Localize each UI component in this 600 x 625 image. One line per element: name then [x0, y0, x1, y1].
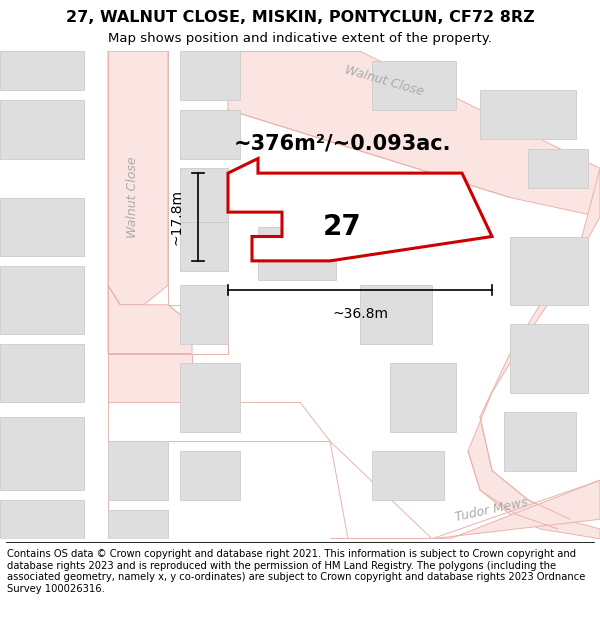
Polygon shape	[180, 110, 240, 159]
Polygon shape	[228, 159, 492, 261]
Polygon shape	[0, 417, 84, 490]
Text: Tudor Mews: Tudor Mews	[454, 496, 530, 524]
Polygon shape	[0, 344, 84, 402]
Text: ~17.8m: ~17.8m	[169, 189, 183, 245]
Polygon shape	[330, 480, 600, 539]
Text: Map shows position and indicative extent of the property.: Map shows position and indicative extent…	[108, 32, 492, 45]
Polygon shape	[108, 285, 192, 354]
Polygon shape	[528, 149, 588, 188]
Polygon shape	[0, 100, 84, 159]
Polygon shape	[510, 236, 588, 305]
Polygon shape	[504, 412, 576, 471]
Text: 27: 27	[323, 213, 361, 241]
Text: Walnut Close: Walnut Close	[343, 63, 425, 98]
Polygon shape	[360, 285, 432, 344]
Polygon shape	[108, 509, 168, 539]
Polygon shape	[0, 198, 84, 256]
Polygon shape	[180, 222, 228, 271]
Polygon shape	[480, 90, 576, 139]
Polygon shape	[108, 354, 192, 402]
Text: ~376m²/~0.093ac.: ~376m²/~0.093ac.	[233, 134, 451, 154]
Polygon shape	[228, 51, 600, 217]
Polygon shape	[390, 363, 456, 431]
Text: Contains OS data © Crown copyright and database right 2021. This information is : Contains OS data © Crown copyright and d…	[7, 549, 586, 594]
Polygon shape	[180, 168, 228, 222]
Text: ~36.8m: ~36.8m	[332, 307, 388, 321]
Text: Walnut Close: Walnut Close	[125, 157, 139, 238]
Polygon shape	[180, 451, 240, 500]
Polygon shape	[0, 51, 84, 90]
Polygon shape	[372, 451, 444, 500]
Polygon shape	[108, 441, 168, 500]
Polygon shape	[180, 51, 240, 100]
Polygon shape	[180, 285, 228, 344]
Polygon shape	[372, 61, 456, 110]
Polygon shape	[0, 266, 84, 334]
Polygon shape	[108, 51, 168, 305]
Polygon shape	[0, 500, 84, 539]
Text: 27, WALNUT CLOSE, MISKIN, PONTYCLUN, CF72 8RZ: 27, WALNUT CLOSE, MISKIN, PONTYCLUN, CF7…	[65, 10, 535, 25]
Polygon shape	[468, 168, 600, 539]
Polygon shape	[258, 227, 336, 281]
Polygon shape	[180, 363, 240, 431]
Polygon shape	[510, 324, 588, 392]
